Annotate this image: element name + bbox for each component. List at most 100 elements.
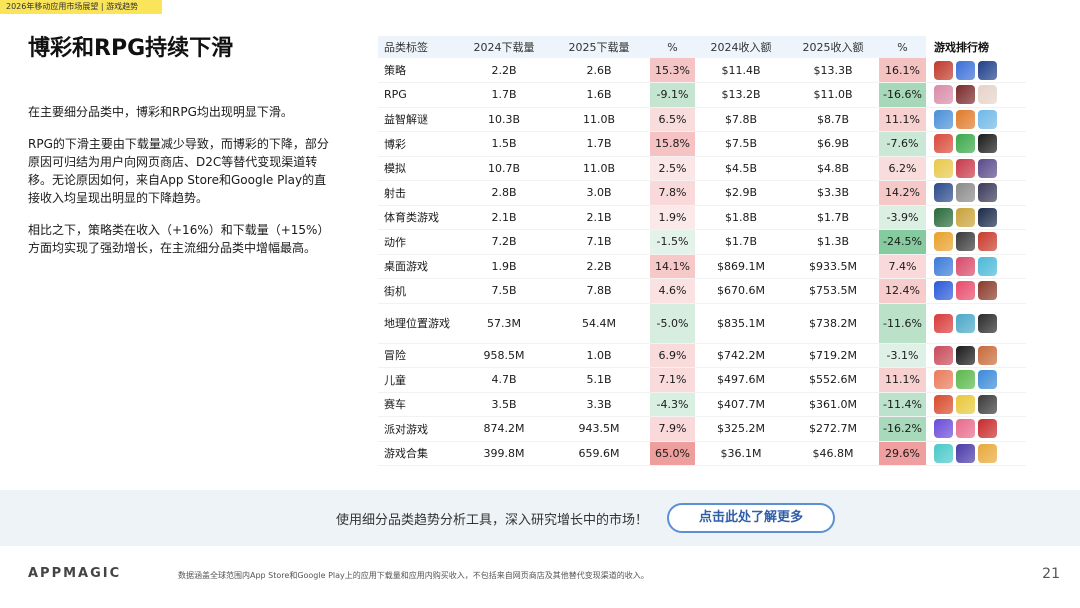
revenue-2024-cell: $13.2B <box>695 82 787 108</box>
game-app-icon[interactable] <box>978 313 997 333</box>
revenue-2024-cell: $11.4B <box>695 58 787 83</box>
game-app-icon[interactable] <box>978 256 997 276</box>
game-app-icon[interactable] <box>978 60 997 80</box>
category-cell: 射击 <box>378 180 460 206</box>
game-app-icon[interactable] <box>978 158 997 178</box>
game-app-icon[interactable] <box>978 419 997 439</box>
revenue-pct-cell: -24.5% <box>879 229 926 255</box>
revenue-2024-cell: $2.9B <box>695 180 787 206</box>
downloads-pct-cell: 6.9% <box>650 343 695 368</box>
table-row: 射击 2.8B 3.0B 7.8% $2.9B $3.3B 14.2% <box>378 180 1026 206</box>
revenue-2025-cell: $719.2M <box>787 343 879 368</box>
downloads-2025-cell: 2.1B <box>548 205 650 230</box>
game-app-icon[interactable] <box>934 109 953 129</box>
revenue-pct-cell: 12.4% <box>879 278 926 304</box>
game-app-icon[interactable] <box>934 60 953 80</box>
game-app-icon[interactable] <box>956 281 975 301</box>
game-app-icon[interactable] <box>956 370 975 390</box>
game-app-icon[interactable] <box>978 85 997 105</box>
game-app-icon[interactable] <box>934 85 953 105</box>
revenue-2024-cell: $742.2M <box>695 343 787 368</box>
revenue-2024-cell: $497.6M <box>695 367 787 393</box>
revenue-2025-cell: $753.5M <box>787 278 879 304</box>
game-app-icon[interactable] <box>978 109 997 129</box>
header-downloads-pct: % <box>650 36 695 58</box>
game-app-icon[interactable] <box>956 85 975 105</box>
game-app-icon[interactable] <box>934 256 953 276</box>
game-app-icon[interactable] <box>956 232 975 252</box>
game-app-icon[interactable] <box>978 281 997 301</box>
table-row: 模拟 10.7B 11.0B 2.5% $4.5B $4.8B 6.2% <box>378 156 1026 181</box>
downloads-pct-cell: -4.3% <box>650 392 695 417</box>
game-app-icon[interactable] <box>978 134 997 154</box>
game-app-icon[interactable] <box>978 443 997 463</box>
appmagic-logo: APPMAGIC <box>28 566 122 581</box>
revenue-2025-cell: $13.3B <box>787 58 879 83</box>
game-app-icon[interactable] <box>934 313 953 333</box>
game-app-icon[interactable] <box>934 394 953 414</box>
category-cell: 地理位置游戏 <box>378 303 460 344</box>
downloads-pct-cell: 14.1% <box>650 254 695 279</box>
game-app-icon[interactable] <box>956 158 975 178</box>
table-row: 儿童 4.7B 5.1B 7.1% $497.6M $552.6M 11.1% <box>378 367 1026 393</box>
game-app-icon[interactable] <box>934 183 953 203</box>
game-app-icon[interactable] <box>956 419 975 439</box>
game-ranking-icons <box>926 416 1026 442</box>
game-app-icon[interactable] <box>956 109 975 129</box>
game-app-icon[interactable] <box>934 345 953 365</box>
learn-more-button[interactable]: 点击此处了解更多 <box>667 503 835 533</box>
revenue-pct-cell: 29.6% <box>879 441 926 466</box>
game-app-icon[interactable] <box>934 281 953 301</box>
game-app-icon[interactable] <box>956 443 975 463</box>
table-row: 博彩 1.5B 1.7B 15.8% $7.5B $6.9B -7.6% <box>378 131 1026 157</box>
game-app-icon[interactable] <box>956 134 975 154</box>
game-app-icon[interactable] <box>956 256 975 276</box>
downloads-pct-cell: 2.5% <box>650 156 695 181</box>
downloads-pct-cell: -9.1% <box>650 82 695 108</box>
revenue-2025-cell: $552.6M <box>787 367 879 393</box>
header-revenue-pct: % <box>879 36 926 58</box>
table-row: 派对游戏 874.2M 943.5M 7.9% $325.2M $272.7M -16.2% <box>378 416 1026 442</box>
downloads-2024-cell: 3.5B <box>460 392 548 417</box>
game-app-icon[interactable] <box>978 394 997 414</box>
section-tag: 2026年移动应用市场展望 | 游戏趋势 <box>0 0 162 14</box>
game-app-icon[interactable] <box>978 232 997 252</box>
downloads-2024-cell: 2.2B <box>460 58 548 83</box>
game-ranking-icons <box>926 131 1026 157</box>
game-ranking-icons <box>926 229 1026 255</box>
game-app-icon[interactable] <box>978 183 997 203</box>
footnote: 数据涵盖全球范围内App Store和Google Play上的应用下载量和应用… <box>178 571 649 580</box>
category-trends-table: 品类标签 2024下载量 2025下载量 % 2024收入额 2025收入额 %… <box>378 36 1026 466</box>
game-app-icon[interactable] <box>956 345 975 365</box>
game-ranking-icons <box>926 367 1026 393</box>
downloads-pct-cell: -5.0% <box>650 303 695 344</box>
game-app-icon[interactable] <box>934 419 953 439</box>
game-app-icon[interactable] <box>956 207 975 227</box>
game-app-icon[interactable] <box>934 443 953 463</box>
game-app-icon[interactable] <box>978 370 997 390</box>
downloads-2024-cell: 57.3M <box>460 303 548 344</box>
downloads-2025-cell: 2.2B <box>548 254 650 279</box>
downloads-2025-cell: 1.7B <box>548 131 650 157</box>
game-app-icon[interactable] <box>978 345 997 365</box>
table-row: 动作 7.2B 7.1B -1.5% $1.7B $1.3B -24.5% <box>378 229 1026 255</box>
downloads-2025-cell: 943.5M <box>548 416 650 442</box>
game-app-icon[interactable] <box>934 134 953 154</box>
game-app-icon[interactable] <box>934 232 953 252</box>
game-ranking-icons <box>926 254 1026 279</box>
downloads-pct-cell: 15.3% <box>650 58 695 83</box>
table-row: 街机 7.5B 7.8B 4.6% $670.6M $753.5M 12.4% <box>378 278 1026 304</box>
downloads-2024-cell: 10.3B <box>460 107 548 132</box>
revenue-pct-cell: 11.1% <box>879 107 926 132</box>
category-cell: 体育类游戏 <box>378 205 460 230</box>
game-app-icon[interactable] <box>956 313 975 333</box>
game-app-icon[interactable] <box>934 158 953 178</box>
game-app-icon[interactable] <box>956 60 975 80</box>
game-app-icon[interactable] <box>934 207 953 227</box>
revenue-2025-cell: $361.0M <box>787 392 879 417</box>
downloads-2024-cell: 399.8M <box>460 441 548 466</box>
game-app-icon[interactable] <box>956 394 975 414</box>
game-app-icon[interactable] <box>956 183 975 203</box>
game-app-icon[interactable] <box>978 207 997 227</box>
game-app-icon[interactable] <box>934 370 953 390</box>
